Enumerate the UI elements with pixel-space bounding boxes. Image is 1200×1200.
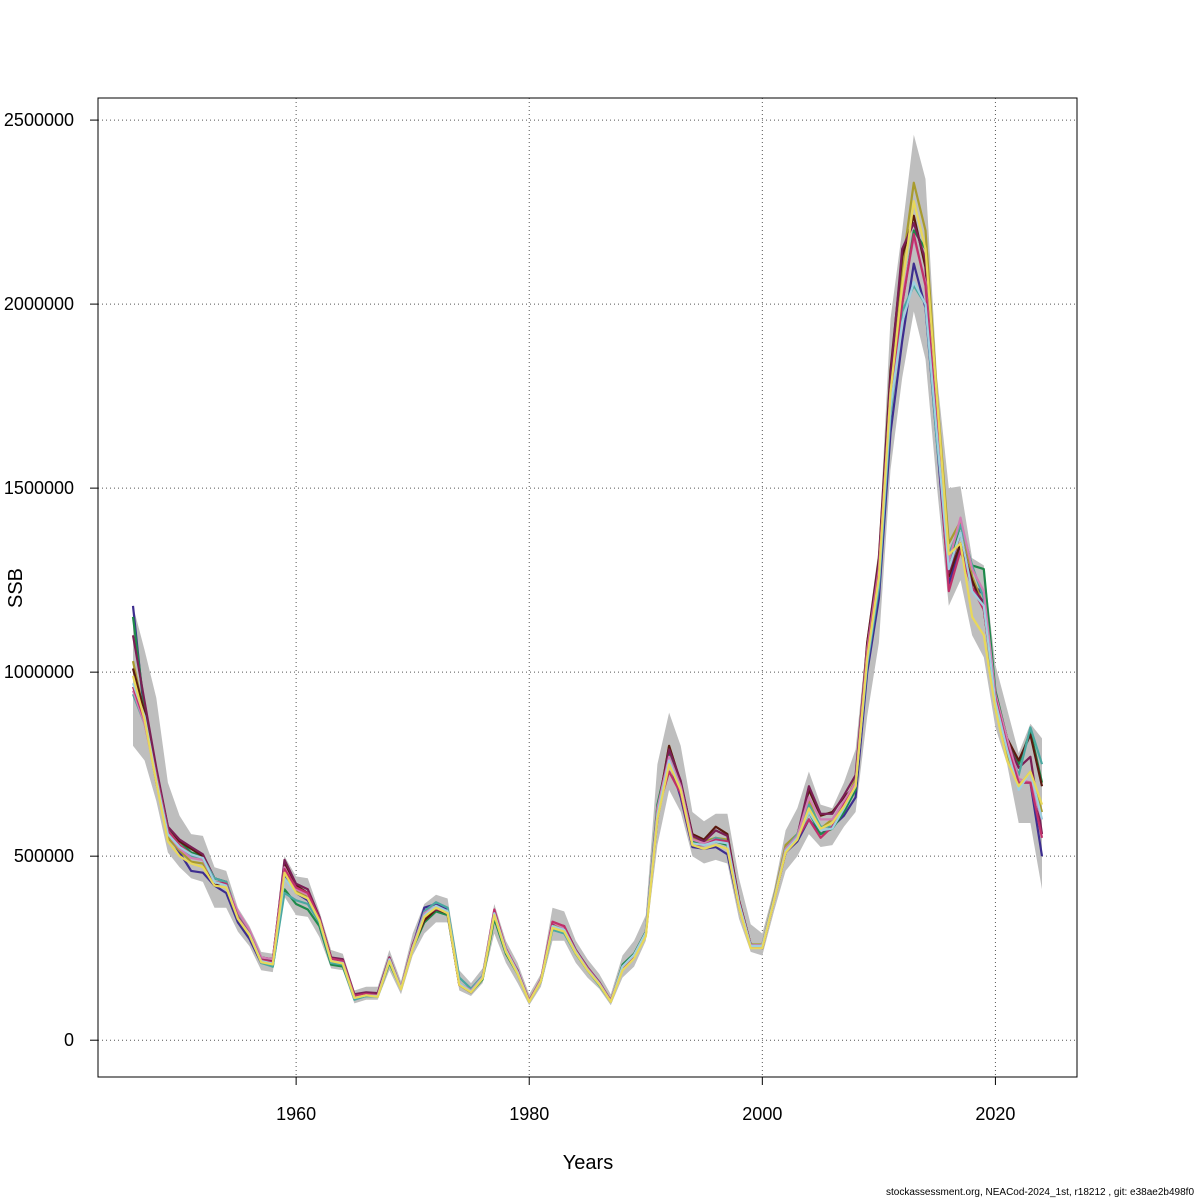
x-axis: 1960 1980 2000 2020 [276, 1077, 1015, 1124]
x-tick-label-2: 2000 [742, 1104, 782, 1124]
y-tick-label-3: 1500000 [4, 478, 74, 498]
series-line-10 [131, 200, 1044, 1004]
y-axis-title: SSB [5, 568, 27, 608]
y-tick-label-1: 500000 [14, 846, 74, 866]
y-tick-label-2: 1000000 [4, 662, 74, 682]
plot-frame [97, 97, 1078, 1078]
x-tick-label-3: 2020 [975, 1104, 1015, 1124]
x-tick-label-1: 1980 [509, 1104, 549, 1124]
x-tick-label-0: 1960 [276, 1104, 316, 1124]
series-lines [131, 181, 1044, 1004]
footer-credit: stockassessment.org, NEACod-2024_1st, r1… [886, 1187, 1194, 1198]
y-tick-label-4: 2000000 [4, 294, 74, 314]
y-tick-label-5: 2500000 [4, 110, 74, 130]
x-axis-title: Years [563, 1152, 613, 1174]
y-axis: 0 500000 1000000 1500000 2000000 2500000 [4, 110, 98, 1050]
y-tick-label-0: 0 [64, 1030, 74, 1050]
